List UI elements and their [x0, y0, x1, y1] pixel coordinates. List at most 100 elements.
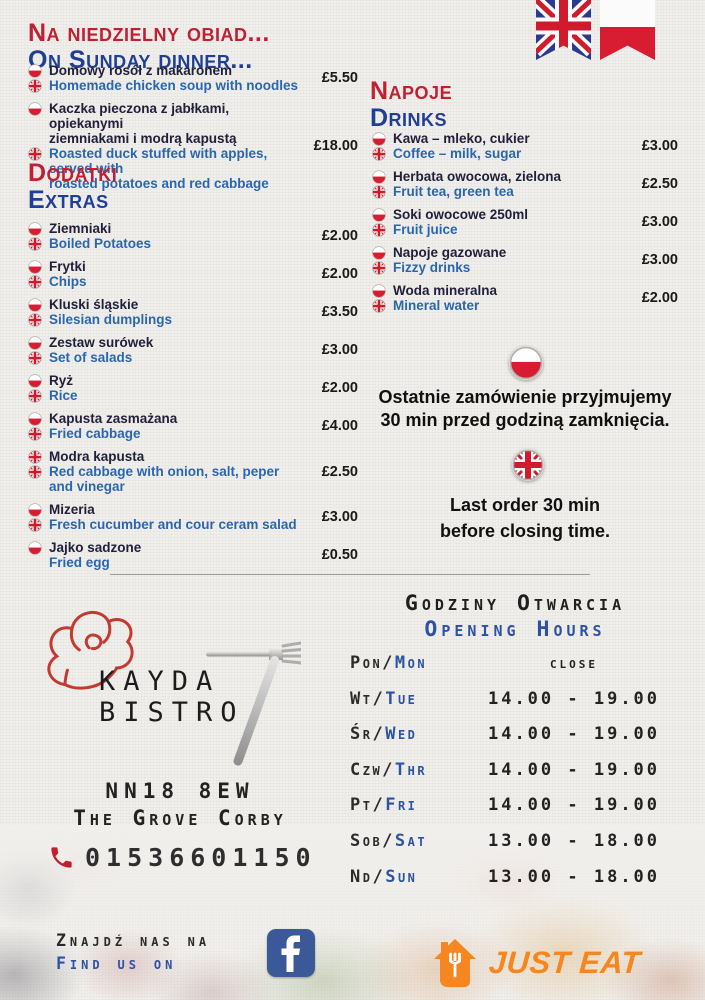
item-name-en: Chips [49, 274, 87, 289]
phone-row[interactable]: 01536601150 [48, 843, 317, 872]
poland-flag-icon [28, 64, 42, 78]
social-labels: Znajdź nas na Find us on [56, 929, 210, 975]
item-price: £4.00 [321, 418, 358, 434]
menu-item-row: Domowy rosół z makaronem Homemade chicke… [28, 63, 358, 93]
address-block: NN18 8EW The Grove Corby [15, 779, 345, 830]
item-price: £5.50 [321, 70, 358, 86]
uk-flag-icon [512, 449, 544, 481]
uk-flag-icon [372, 185, 386, 199]
hours-row: Pon/Mon close [350, 653, 680, 689]
phone-number[interactable]: 01536601150 [85, 843, 317, 872]
hours-title-pl: Godziny Otwarcia [404, 591, 626, 616]
item-price: £2.00 [321, 228, 358, 244]
item-name-en: Roasted duck stuffed with apples, served… [49, 146, 269, 191]
item-price: £3.00 [321, 342, 358, 358]
poland-flag-icon [28, 336, 42, 350]
day-pl: Sob/ [350, 830, 395, 851]
item-price: £3.00 [641, 214, 678, 230]
last-order-note-pl: Ostatnie zamówienie przyjmujemy 30 min p… [378, 387, 672, 430]
title-english: On Sunday dinner... [28, 46, 253, 74]
opening-hours: Godziny Otwarcia Opening Hours Pon/Mon c… [350, 591, 680, 902]
uk-flag-icon [28, 275, 42, 289]
day-hours: 14.00 - 19.00 [487, 759, 661, 780]
item-name-pl: Zestaw surówek [49, 335, 154, 350]
item-price: £2.50 [321, 463, 358, 480]
uk-flag-icon [28, 313, 42, 327]
item-name-pl: Kawa – mleko, cukier [393, 131, 530, 146]
day-hours: 13.00 - 18.00 [487, 830, 661, 851]
item-name-pl: Mizeria [49, 502, 95, 517]
uk-flag-icon [372, 223, 386, 237]
hours-row: Śr/Wed 14.00 - 19.00 [350, 724, 680, 760]
item-name-en: Fruit tea, green tea [393, 184, 514, 199]
day-en: Fri [385, 795, 418, 816]
drinks-title-en: Drinks [370, 104, 448, 132]
item-price: £3.00 [641, 138, 678, 154]
poland-flag-icon [28, 374, 42, 388]
item-name-en: Boiled Potatoes [49, 236, 152, 251]
drinks-title: Napoje Drinks [370, 78, 452, 132]
facebook-icon[interactable] [267, 929, 315, 977]
item-price: £18.00 [313, 138, 358, 154]
item-name-en: Fried cabbage [49, 426, 141, 441]
item-name-pl: Soki owocowe 250ml [393, 207, 529, 222]
hours-title-en: Opening Hours [424, 617, 606, 642]
menu-item-row: Napoje gazowane Fizzy drinks £3.00 [372, 245, 678, 275]
item-name-en: Fried egg [49, 555, 110, 570]
uk-ribbon-icon [536, 0, 591, 60]
menu-item-row: Kaczka pieczona z jabłkami, opiekanymi z… [28, 101, 358, 191]
item-name-pl: Kapusta zasmażana [49, 411, 178, 426]
extras-list: Ziemniaki Boiled Potatoes £2.00 Frytki C… [28, 221, 358, 578]
uk-flag-icon [28, 450, 42, 464]
menu-item-row: Ryż Rice £2.00 [28, 373, 358, 403]
hours-row: Sob/Sat 13.00 - 18.00 [350, 831, 680, 867]
menu-item-row: Ziemniaki Boiled Potatoes £2.00 [28, 221, 358, 251]
justeat-house-icon [434, 939, 476, 987]
item-price: £3.50 [321, 304, 358, 320]
item-name-pl: Ryż [49, 373, 74, 388]
day-pl: Pon/ [350, 653, 395, 673]
item-name-en: Fresh cucumber and cour ceram salad [49, 517, 297, 532]
poland-flag-icon [509, 346, 543, 380]
brand-name: KAYDA BISTRO [99, 666, 245, 728]
day-hours: 14.00 - 19.00 [487, 724, 661, 745]
item-price: £0.50 [321, 547, 358, 563]
item-name-pl: Ziemniaki [49, 221, 112, 236]
day-hours: close [549, 654, 599, 672]
item-name-en: Homemade chicken soup with noodles [49, 78, 299, 93]
item-price: £2.00 [641, 290, 678, 306]
extras-title-pl: Dodatki [28, 159, 118, 187]
item-name-pl: Woda mineralna [393, 283, 498, 298]
day-en: Sat [394, 830, 428, 851]
poland-flag-icon [372, 246, 386, 260]
item-name-en: Rice [49, 388, 78, 403]
drinks-list: Kawa – mleko, cukier Coffee – milk, suga… [372, 131, 678, 321]
poland-flag-icon [28, 412, 42, 426]
extras-title: Dodatki Extras [28, 160, 117, 214]
find-us-label-en: Find us on [56, 954, 177, 973]
menu-item-row: Mizeria Fresh cucumber and cour ceram sa… [28, 502, 358, 532]
day-pl: Śr/ [350, 724, 386, 745]
day-en: Mon [394, 653, 428, 673]
item-price: £3.00 [641, 252, 678, 268]
item-name-en: Fruit juice [393, 222, 458, 237]
item-name-pl: Kluski śląskie [49, 297, 139, 312]
day-hours: 13.00 - 18.00 [487, 866, 661, 887]
justeat-label: JUST EAT [487, 944, 642, 980]
item-price: £2.00 [321, 380, 358, 396]
item-price: £2.00 [321, 266, 358, 282]
poland-flag-icon [372, 208, 386, 222]
menu-item-row: Kawa – mleko, cukier Coffee – milk, suga… [372, 131, 678, 161]
day-hours: 14.00 - 19.00 [487, 795, 661, 816]
brand-name-top: KAYDA [99, 666, 221, 697]
day-pl: Pt/ [350, 795, 386, 816]
menu-item-row: Zestaw surówek Set of salads £3.00 [28, 335, 358, 365]
justeat-logo[interactable]: JUST EAT [430, 936, 642, 989]
poland-flag-icon [28, 541, 42, 555]
day-pl: Czw/ [350, 759, 395, 780]
poland-flag-icon [28, 298, 42, 312]
menu-item-row: Kluski śląskie Silesian dumplings £3.50 [28, 297, 358, 327]
day-en: Tue [385, 688, 418, 709]
menu-item-row: Jajko sadzone Fried egg £0.50 [28, 540, 358, 570]
